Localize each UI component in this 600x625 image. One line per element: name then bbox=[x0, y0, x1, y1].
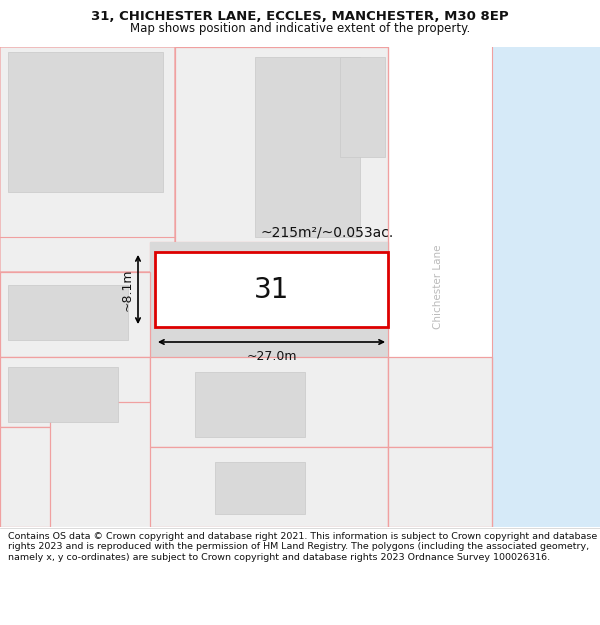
Polygon shape bbox=[150, 242, 388, 357]
Polygon shape bbox=[175, 47, 388, 277]
Text: 31, CHICHESTER LANE, ECCLES, MANCHESTER, M30 8EP: 31, CHICHESTER LANE, ECCLES, MANCHESTER,… bbox=[91, 11, 509, 23]
Text: Contains OS data © Crown copyright and database right 2021. This information is : Contains OS data © Crown copyright and d… bbox=[8, 532, 597, 562]
Polygon shape bbox=[0, 427, 50, 527]
Text: Map shows position and indicative extent of the property.: Map shows position and indicative extent… bbox=[130, 22, 470, 35]
Bar bbox=[340, 57, 385, 157]
Polygon shape bbox=[388, 357, 492, 447]
Polygon shape bbox=[0, 47, 175, 272]
Polygon shape bbox=[0, 357, 150, 427]
Polygon shape bbox=[150, 357, 388, 447]
Bar bbox=[195, 372, 305, 437]
Text: ~27.0m: ~27.0m bbox=[246, 350, 297, 363]
Bar bbox=[155, 252, 388, 327]
Bar bbox=[8, 52, 163, 192]
Polygon shape bbox=[150, 447, 388, 527]
Bar bbox=[215, 462, 305, 514]
Bar bbox=[492, 47, 600, 527]
Bar bbox=[150, 242, 388, 357]
Text: ~215m²/~0.053ac.: ~215m²/~0.053ac. bbox=[260, 225, 393, 239]
Text: ~8.1m: ~8.1m bbox=[121, 268, 134, 311]
Bar bbox=[255, 57, 360, 237]
Bar bbox=[388, 47, 492, 527]
Text: Chichester Lane: Chichester Lane bbox=[433, 245, 443, 329]
Polygon shape bbox=[388, 447, 492, 527]
Polygon shape bbox=[0, 272, 150, 357]
Text: 31: 31 bbox=[254, 276, 289, 304]
Bar bbox=[8, 367, 118, 422]
Bar bbox=[8, 285, 128, 340]
